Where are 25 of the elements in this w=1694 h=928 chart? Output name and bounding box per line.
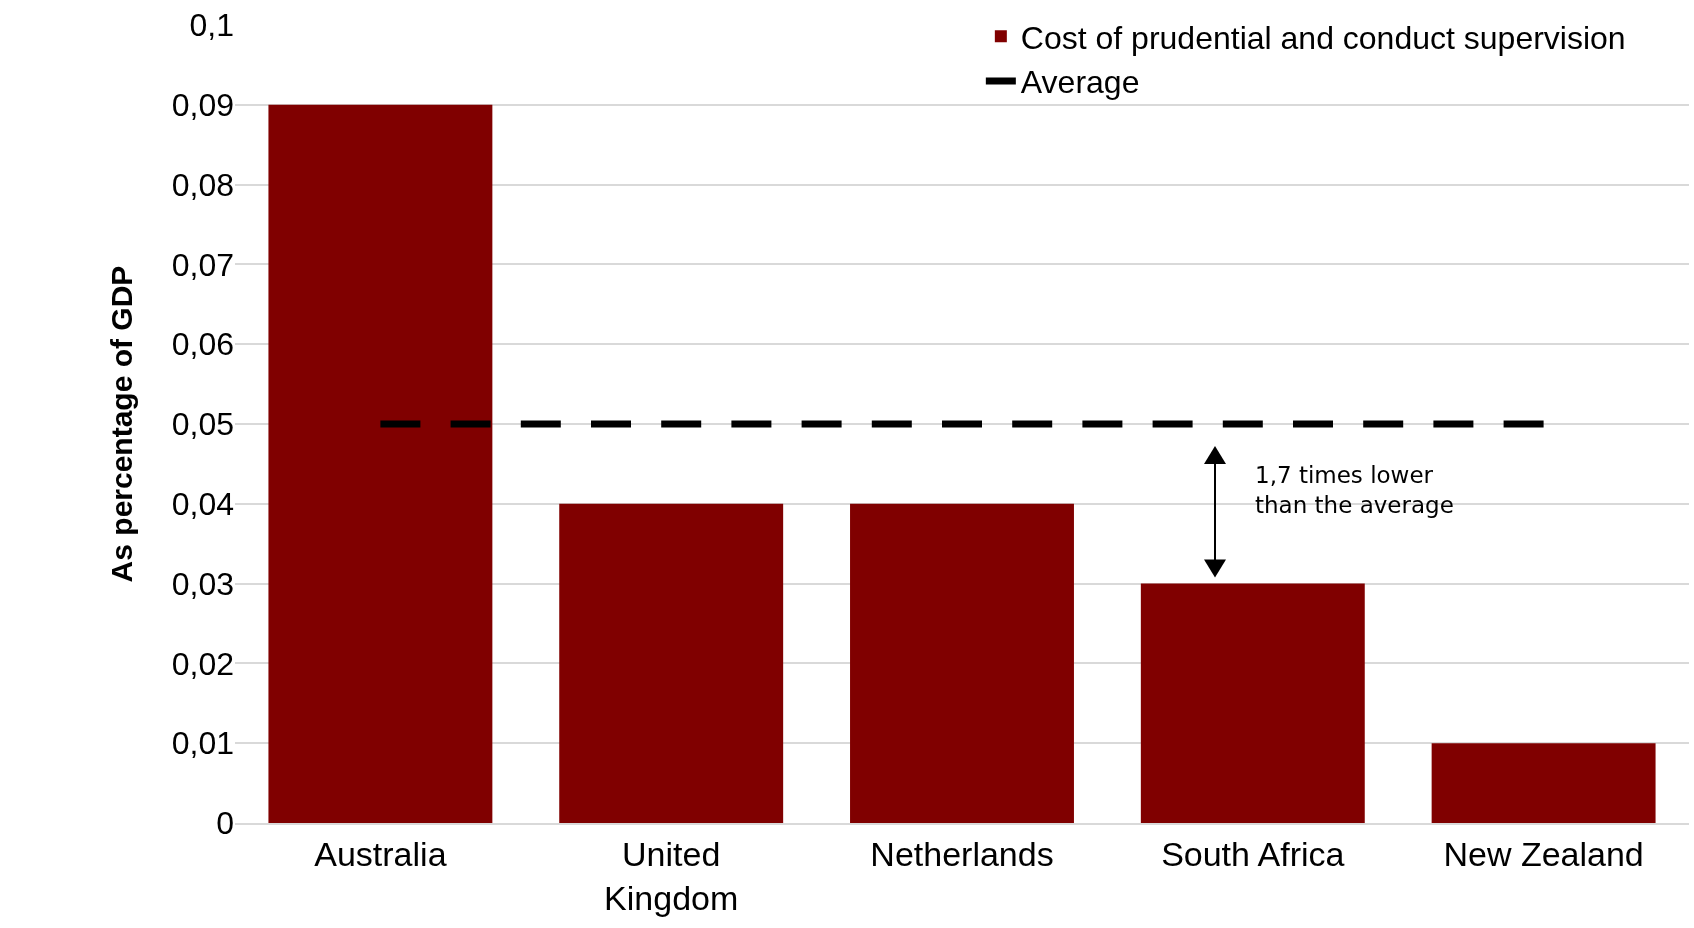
bar <box>559 503 784 823</box>
bar <box>850 503 1074 823</box>
y-tick-label: 0,02 <box>171 645 234 682</box>
bar <box>1140 583 1365 823</box>
legend-label: Average <box>1020 64 1140 101</box>
bar <box>268 104 493 823</box>
bar <box>1431 743 1656 823</box>
y-tick-label: 0,1 <box>189 7 234 44</box>
legend-label: Cost of prudential and conduct supervision <box>1020 19 1626 56</box>
y-tick-label: 0,06 <box>171 326 234 363</box>
annotation: 1,7 times lower than the average <box>1255 462 1454 518</box>
y-tick-label: 0,09 <box>171 87 234 123</box>
y-tick-label: 0,05 <box>171 406 234 443</box>
x-tick-label: South Africa <box>1161 834 1345 873</box>
y-axis-title: As percentage of GDP <box>104 265 138 583</box>
y-tick-label: 0,04 <box>171 486 234 522</box>
y-tick-label: 0,07 <box>171 246 234 283</box>
x-tick-label: United Kingdom <box>604 834 739 917</box>
x-tick-label: Netherlands <box>870 834 1054 873</box>
x-tick-label: Australia <box>314 834 447 873</box>
y-tick-label: 0 <box>216 805 234 842</box>
x-tick-label: New Zealand <box>1443 834 1644 873</box>
y-tick-label: 0,01 <box>171 725 234 762</box>
y-tick-label: 0,03 <box>171 565 234 602</box>
y-tick-label: 0,08 <box>171 166 234 203</box>
